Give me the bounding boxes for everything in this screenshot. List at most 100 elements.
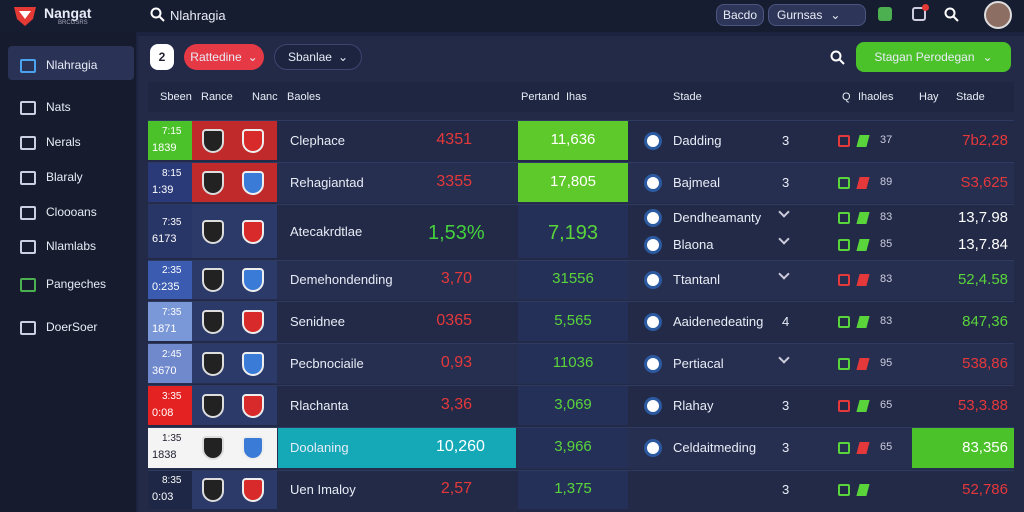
team-badge — [242, 393, 264, 418]
avatar[interactable] — [984, 1, 1012, 29]
column-header: Pertand — [521, 91, 560, 103]
nav-item[interactable]: Pangeches — [46, 277, 107, 291]
item-name[interactable]: Ttantanl — [673, 272, 720, 287]
item-number: 3 — [782, 440, 790, 455]
status-icon — [838, 176, 850, 189]
nav-item[interactable]: Cloooans — [46, 205, 97, 219]
search-text[interactable]: Nlahragia — [170, 8, 226, 23]
column-header: Stade — [956, 91, 985, 103]
nav-item[interactable]: Nats — [46, 100, 71, 114]
nav-item[interactable]: Nerals — [46, 135, 81, 149]
value-cell — [518, 386, 628, 425]
team-name[interactable]: Rehagiantad — [290, 174, 364, 190]
status-icon — [838, 357, 850, 370]
status-icon — [838, 442, 850, 454]
column-header: Hay — [919, 91, 939, 103]
final-value: 13,7.84 — [957, 236, 1008, 254]
team-badge — [202, 268, 224, 292]
team-name[interactable]: Demehondending — [290, 272, 393, 287]
icon — [644, 354, 662, 373]
nav-item[interactable]: Nlamlabs — [46, 239, 97, 253]
team-name[interactable]: Uen Imaloy — [290, 482, 356, 497]
time-cell — [148, 428, 192, 468]
time: 1871 — [152, 322, 177, 335]
search-icon[interactable] — [150, 7, 166, 23]
team-badge — [242, 436, 264, 460]
final-value: 83,356 — [962, 439, 1008, 456]
team-name[interactable]: Rlachanta — [290, 397, 349, 413]
final-value: S3,625 — [960, 173, 1008, 191]
value-cell — [518, 428, 628, 468]
final-value: 847,36 — [962, 312, 1008, 330]
time-cell — [148, 302, 192, 341]
item-small: 83 — [880, 273, 893, 285]
item-name[interactable]: Celdaitmeding — [673, 440, 757, 455]
dropdown[interactable]: Gurnsas ⌄ — [768, 4, 866, 26]
time: 2:45 — [162, 348, 182, 360]
team-name[interactable]: Clephace — [290, 132, 345, 148]
filter-dropdown[interactable]: Rattedine ⌄ — [184, 44, 264, 70]
icon — [644, 208, 662, 227]
value: 3,069 — [554, 395, 592, 413]
action-button[interactable]: Stagan Perodegan ⌄ — [856, 42, 1011, 72]
time: 8:35 — [162, 475, 182, 486]
time-cell — [148, 163, 192, 202]
item-name[interactable]: Pertiacal — [673, 355, 724, 371]
item-small: 37 — [880, 133, 893, 146]
icon[interactable] — [912, 7, 926, 21]
number-button[interactable]: 2 — [150, 44, 174, 70]
select-dropdown[interactable]: Sbanlae ⌄ — [274, 44, 362, 70]
nav-icon — [20, 240, 36, 254]
team-badge — [242, 309, 264, 334]
time-cell — [148, 344, 192, 383]
value: 3,36 — [440, 395, 472, 413]
table-header — [148, 82, 1014, 112]
time: 1:39 — [152, 183, 174, 196]
item-name[interactable]: Blaona — [673, 237, 714, 253]
nav-icon — [20, 206, 36, 220]
team-name[interactable]: Senidnee — [290, 313, 345, 329]
icon — [644, 312, 662, 331]
status-icon — [838, 315, 850, 328]
team-name[interactable]: Atecakrdtlae — [290, 223, 363, 239]
filter-text: Rattedine — [190, 50, 242, 64]
status-icon — [838, 211, 850, 224]
status-icon — [838, 134, 850, 147]
item-number: 3 — [782, 174, 790, 190]
icon — [644, 173, 662, 192]
status-icon — [838, 484, 850, 496]
action-text: Stagan Perodegan — [874, 50, 975, 64]
value: 1,53% — [428, 221, 485, 244]
time-cell — [148, 205, 192, 258]
nav-item[interactable]: Nlahragia — [46, 58, 98, 72]
time: 2:35 — [162, 265, 182, 276]
nav-item[interactable]: Blaraly — [46, 170, 83, 184]
logo: Nangat — [44, 5, 92, 21]
nav-icon — [20, 321, 36, 335]
button[interactable]: Bacdo — [716, 4, 764, 26]
value-cell — [518, 121, 628, 160]
nav-icon — [20, 278, 36, 292]
team-name[interactable]: Pecbnociaile — [290, 355, 364, 371]
final-value: 52,4.58 — [957, 271, 1008, 288]
icon[interactable] — [878, 7, 892, 21]
item-name[interactable]: Aaidenedeating — [673, 313, 764, 329]
search-icon[interactable] — [830, 50, 846, 66]
team-badge — [242, 170, 264, 195]
item-name[interactable]: Dendheamanty — [673, 209, 762, 225]
nav-item[interactable]: DoerSoer — [46, 320, 98, 334]
team-badge — [202, 309, 224, 334]
item-name[interactable]: Dadding — [673, 132, 722, 148]
nav-active — [8, 46, 134, 80]
value: 3355 — [436, 172, 472, 190]
time-cell — [148, 261, 192, 299]
item-name[interactable]: Bajmeal — [673, 174, 720, 190]
search-icon[interactable] — [944, 7, 960, 23]
time: 1838 — [152, 449, 177, 461]
time-cell — [148, 121, 192, 160]
team-badge — [242, 219, 264, 244]
nav-icon — [20, 101, 36, 115]
item-name[interactable]: Rlahay — [673, 397, 714, 413]
team-name[interactable]: Doolaning — [290, 440, 349, 455]
